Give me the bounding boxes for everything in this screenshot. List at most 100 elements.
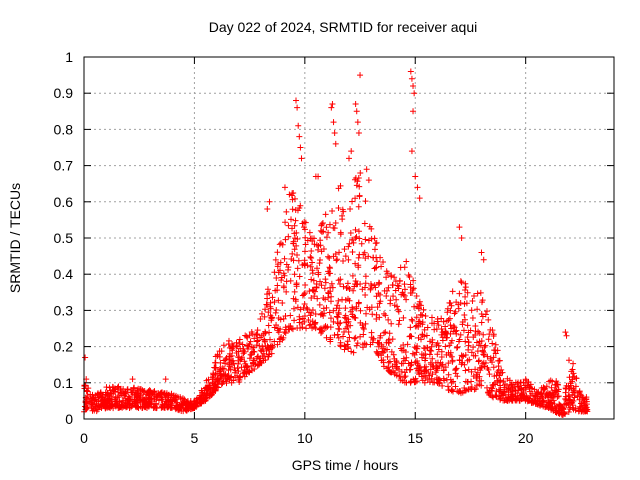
data-point (103, 384, 110, 391)
data-point (274, 341, 281, 348)
data-point (518, 386, 525, 393)
data-point (455, 305, 462, 312)
data-point (501, 381, 508, 388)
data-point (233, 343, 240, 350)
data-point (362, 280, 369, 287)
data-point (446, 315, 453, 322)
data-point (461, 361, 468, 368)
data-point (453, 327, 460, 334)
data-point (299, 262, 306, 269)
data-point (350, 287, 357, 294)
data-point (492, 341, 499, 348)
data-point (335, 297, 342, 304)
data-point (401, 286, 408, 293)
data-point (354, 281, 361, 288)
data-point (380, 345, 387, 352)
data-point (332, 219, 339, 226)
data-point (383, 274, 390, 281)
data-point (207, 387, 214, 394)
data-point (486, 371, 493, 378)
data-point (234, 365, 241, 372)
data-point (220, 342, 227, 349)
data-point (314, 265, 321, 272)
data-point (346, 240, 353, 247)
data-point (465, 386, 472, 393)
data-point (275, 297, 282, 304)
data-point (360, 324, 367, 331)
data-point (362, 236, 369, 243)
data-point (272, 309, 279, 316)
data-point (256, 342, 263, 349)
data-point (450, 323, 457, 330)
data-point (283, 208, 290, 215)
data-point (375, 339, 382, 346)
data-point (340, 258, 347, 265)
data-point (339, 216, 346, 223)
data-point (388, 369, 395, 376)
data-point (311, 293, 318, 300)
data-point (367, 285, 374, 292)
data-point (170, 392, 177, 399)
data-point (125, 397, 132, 404)
data-point (357, 333, 364, 340)
data-point (355, 203, 362, 210)
data-point (342, 312, 349, 319)
data-point (485, 390, 492, 397)
data-point (381, 329, 388, 336)
data-point (359, 286, 366, 293)
data-point (420, 306, 427, 313)
data-point (410, 82, 417, 89)
data-point (294, 251, 301, 258)
data-point (289, 250, 296, 257)
data-point (267, 305, 274, 312)
data-point (287, 312, 294, 319)
data-point (532, 393, 539, 400)
data-point (440, 375, 447, 382)
data-point (569, 376, 576, 383)
data-point (243, 333, 250, 340)
data-point (403, 296, 410, 303)
data-point (349, 236, 356, 243)
data-point (115, 383, 122, 390)
data-point (238, 356, 245, 363)
data-point (547, 399, 554, 406)
data-point (553, 409, 560, 416)
data-point (462, 293, 469, 300)
data-point (484, 353, 491, 360)
data-point (472, 352, 479, 359)
y-tick-label: 0.9 (54, 85, 74, 101)
data-point (455, 338, 462, 345)
y-tick-label: 0.2 (54, 339, 74, 355)
data-point (528, 399, 535, 406)
data-point (327, 315, 334, 322)
data-point (107, 404, 114, 411)
data-point (487, 326, 494, 333)
data-point (400, 314, 407, 321)
data-point (574, 393, 581, 400)
data-point (359, 322, 366, 329)
data-point (225, 372, 232, 379)
data-point (363, 310, 370, 317)
data-point (243, 342, 250, 349)
data-point (435, 346, 442, 353)
data-point (315, 173, 322, 180)
data-point (429, 339, 436, 346)
data-point (361, 220, 368, 227)
data-point (253, 331, 260, 338)
data-point (306, 229, 313, 236)
data-point (422, 367, 429, 374)
data-point (573, 375, 580, 382)
data-point (549, 378, 556, 385)
data-point (402, 373, 409, 380)
data-point (438, 348, 445, 355)
data-point (230, 377, 237, 384)
data-point (343, 319, 350, 326)
data-point (410, 108, 417, 115)
data-point (326, 221, 333, 228)
data-point (481, 363, 488, 370)
data-point (500, 378, 507, 385)
data-point (226, 376, 233, 383)
data-point (266, 329, 273, 336)
data-point (292, 217, 299, 224)
data-point (129, 376, 136, 383)
